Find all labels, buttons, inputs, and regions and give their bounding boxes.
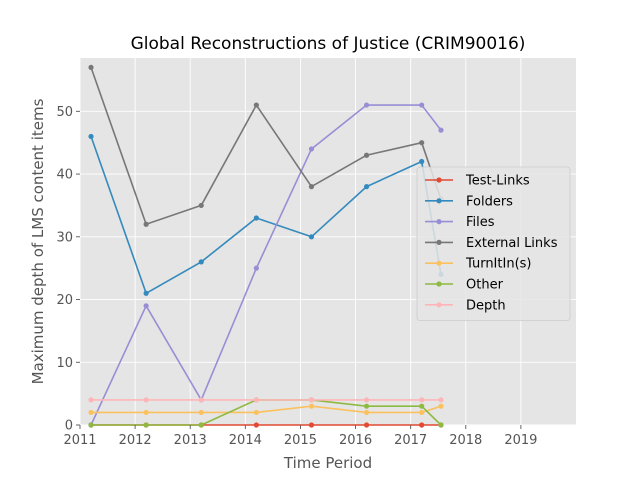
data-point [419, 409, 425, 416]
data-point [308, 184, 315, 190]
data-point [88, 133, 94, 140]
series-line [90, 136, 442, 295]
data-point [363, 184, 370, 190]
data-point [143, 221, 149, 227]
legend-marker [436, 302, 442, 308]
data-point [253, 102, 259, 108]
data-point [253, 215, 259, 221]
data-point [253, 409, 259, 416]
x-tick-label: 2012 [119, 433, 152, 448]
data-point [438, 127, 444, 133]
series-line [90, 67, 442, 226]
data-point [419, 102, 425, 108]
series-depth [88, 397, 444, 403]
data-point [143, 397, 149, 403]
legend-label: Folders [466, 194, 513, 209]
data-point [88, 64, 94, 71]
data-point [438, 422, 444, 428]
data-point [308, 146, 315, 152]
x-tick-label: 2011 [63, 433, 96, 448]
x-tick-label: 2017 [394, 433, 427, 448]
legend-label: Depth [466, 298, 506, 313]
x-tick-label: 2019 [504, 433, 537, 448]
y-tick-label: 50 [56, 105, 73, 120]
data-point [363, 397, 370, 403]
data-point [419, 397, 425, 403]
legend: Test-Links Folders Files External Links Turn… [416, 166, 571, 322]
y-tick-label: 10 [56, 356, 73, 371]
legend-label: Files [466, 215, 495, 230]
x-tick-label: 2014 [229, 433, 262, 448]
data-point [419, 158, 425, 165]
data-point [198, 409, 204, 416]
y-tick-label: 40 [56, 168, 73, 183]
data-point [308, 403, 315, 409]
data-point [88, 422, 94, 428]
series-folders [88, 133, 444, 296]
data-point [363, 422, 370, 428]
legend-label: Test-Links [465, 174, 530, 189]
data-point [419, 422, 425, 428]
legend-item: Test-Links [425, 174, 530, 189]
data-point [143, 303, 149, 309]
x-tick-label: 2013 [174, 433, 207, 448]
data-point [308, 397, 315, 403]
data-point [363, 403, 370, 409]
data-point [363, 102, 370, 108]
series-line [90, 104, 442, 426]
legend-marker [436, 260, 442, 266]
series-turnitin-s [88, 403, 444, 416]
legend-label: Other [466, 278, 504, 293]
x-axis-ticks: 2011 2012 2013 2014 2015 2016 2017 2018 2019 [63, 425, 537, 448]
legend-label: External Links [466, 236, 558, 251]
data-point [419, 403, 425, 409]
legend-item: TurnItIn(s) [425, 257, 531, 272]
y-tick-label: 30 [56, 230, 73, 245]
legend-marker [436, 177, 442, 183]
x-tick-label: 2018 [449, 433, 482, 448]
data-point [308, 422, 315, 428]
data-point [419, 140, 425, 146]
legend-marker [436, 281, 442, 287]
legend-item: Folders [425, 194, 513, 209]
data-point [438, 397, 444, 403]
chart-title: Global Reconstructions of Justice (CRIM9… [131, 34, 526, 54]
data-point [198, 259, 204, 265]
data-point [198, 202, 204, 209]
data-point [88, 409, 94, 416]
series-files [88, 102, 444, 428]
data-point [88, 397, 94, 403]
y-axis-label: Maximum depth of LMS content items [29, 98, 47, 384]
data-point [253, 397, 259, 403]
y-tick-label: 20 [56, 293, 73, 308]
data-point [363, 409, 370, 416]
data-point [198, 422, 204, 428]
data-point [253, 265, 259, 271]
data-point [143, 409, 149, 416]
x-tick-label: 2016 [339, 433, 372, 448]
series-lines [88, 64, 444, 428]
legend-marker [436, 239, 442, 245]
y-axis-ticks: 0 10 20 30 40 50 [56, 105, 80, 434]
data-point [198, 397, 204, 403]
legend-marker [436, 219, 442, 225]
legend-label: TurnItIn(s) [465, 257, 531, 272]
y-tick-label: 0 [65, 419, 73, 434]
x-axis-label: Time Period [283, 454, 372, 472]
data-point [438, 403, 444, 409]
data-point [308, 234, 315, 240]
legend-item: Depth [425, 298, 506, 313]
data-point [363, 152, 370, 158]
series-line [91, 405, 442, 414]
data-point [253, 422, 259, 428]
legend-box [416, 166, 571, 322]
legend-marker [436, 198, 442, 204]
legend-item: Other [425, 278, 504, 293]
x-tick-label: 2015 [284, 433, 317, 448]
legend-item: Files [425, 215, 495, 230]
legend-item: External Links [425, 236, 558, 251]
data-point [143, 422, 149, 428]
data-point [143, 290, 149, 296]
